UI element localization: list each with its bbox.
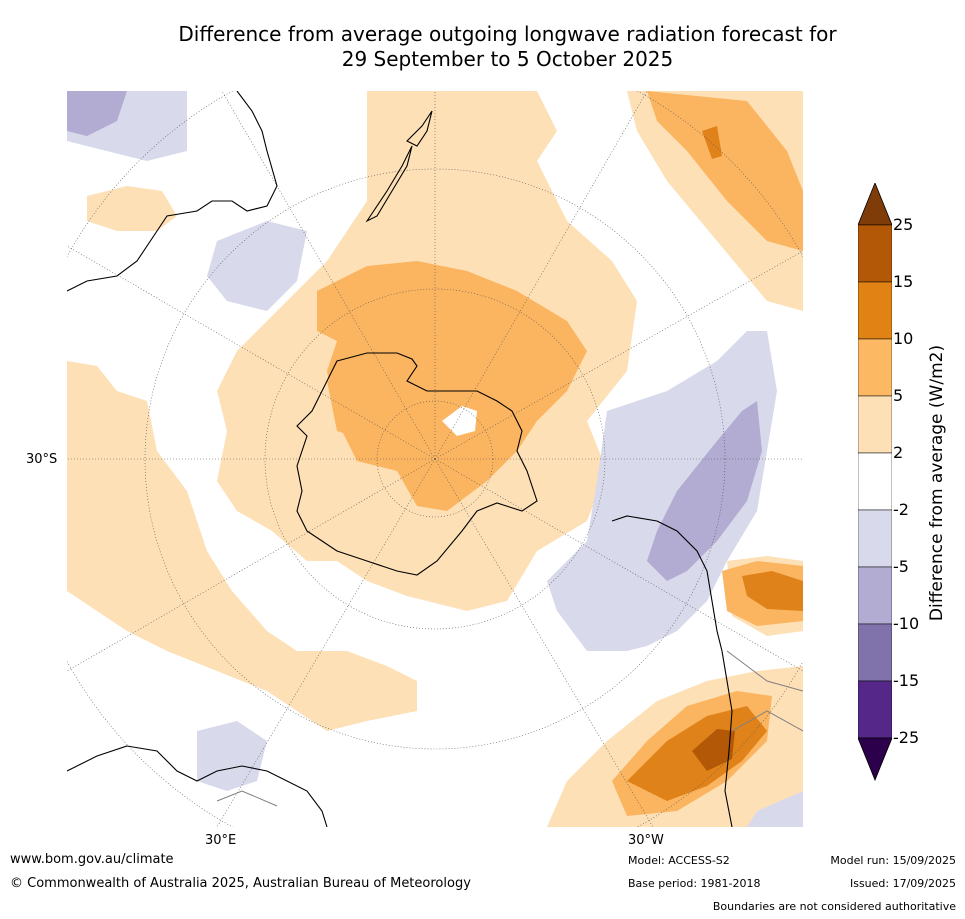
anomaly-region-pos2-west xyxy=(67,361,417,731)
colorbar-tick: 25 xyxy=(893,215,914,234)
title-line-2: 29 September to 5 October 2025 xyxy=(341,47,674,71)
country-borders xyxy=(216,650,803,807)
anomaly-region-neg5-east xyxy=(647,401,762,581)
anomaly-region-pos10-ne xyxy=(702,126,722,159)
colorbar-band-10-15 xyxy=(858,281,892,340)
africa-coast xyxy=(67,745,328,827)
colorbar-tick: -2 xyxy=(893,500,909,519)
anomaly-region-pos10-e xyxy=(742,571,803,611)
anomaly-region-neg2-se xyxy=(747,791,803,827)
anomaly-region-pos5-west-oz xyxy=(327,361,397,441)
south-america-coast xyxy=(611,515,733,827)
lon-label-30w: 30°W xyxy=(628,833,664,848)
australia-coast xyxy=(67,91,278,292)
copyright-text: © Commonwealth of Australia 2025, Austra… xyxy=(10,876,471,891)
anomaly-region-pos5-central xyxy=(317,261,587,511)
lat-label-30s: 30°S xyxy=(26,452,58,467)
colorbar-tick: -15 xyxy=(893,671,920,690)
colorbar-tick: 5 xyxy=(893,386,904,405)
colorbar-band-neg15-neg10 xyxy=(858,623,892,682)
anomaly-region-neg5-nw xyxy=(67,91,127,136)
boundaries-disclaimer: Boundaries are not considered authoritat… xyxy=(712,900,956,913)
colorbar-band-2-5 xyxy=(858,395,892,454)
colorbar-tick: 10 xyxy=(893,329,914,348)
colorbar-title: Difference from average (W/m2) xyxy=(927,344,947,622)
new-zealand-coast xyxy=(365,110,433,223)
colorbar-tick: -5 xyxy=(893,557,909,576)
anomaly-region-pos2-nw xyxy=(87,186,177,231)
colorbar-tick: 15 xyxy=(893,272,914,291)
antarctic-plateau xyxy=(442,406,477,436)
anomaly-map xyxy=(67,91,803,827)
colorbar-tick: -10 xyxy=(893,614,920,633)
map-title: Difference from average outgoing longwav… xyxy=(0,22,965,72)
issued-date: Issued: 17/09/2025 xyxy=(849,877,956,890)
colorbar-extend-bottom xyxy=(858,737,892,782)
colorbar-tick: 2 xyxy=(893,443,904,462)
model-run: Model run: 15/09/2025 xyxy=(830,854,956,867)
coastlines xyxy=(67,91,733,827)
anomaly-region-neg2-nw-2 xyxy=(207,221,307,311)
antarctica-coast xyxy=(296,352,538,576)
anomaly-region-pos5-ne xyxy=(647,91,803,251)
colorbar-tick: -25 xyxy=(893,728,920,747)
graticule xyxy=(67,91,803,827)
colorbar-band-neg10-neg5 xyxy=(858,566,892,625)
title-line-1: Difference from average outgoing longwav… xyxy=(178,22,837,46)
base-period: Base period: 1981-2018 xyxy=(628,877,761,890)
anomaly-region-neg2-sw xyxy=(197,721,267,791)
colorbar-band-15-25 xyxy=(858,224,892,283)
colorbar xyxy=(858,183,892,782)
website-link[interactable]: www.bom.gov.au/climate xyxy=(10,852,174,867)
colorbar-band-neg25-neg15 xyxy=(858,680,892,739)
colorbar-band-neg5-neg2 xyxy=(858,509,892,568)
colorbar-band-neg2-2 xyxy=(858,452,892,511)
anomaly-region-neg2-east xyxy=(547,331,777,651)
model-name: Model: ACCESS-S2 xyxy=(628,854,730,867)
colorbar-band-5-10 xyxy=(858,338,892,397)
anomaly-region-pos15-se xyxy=(692,729,735,771)
colorbar-extend-top xyxy=(858,183,892,226)
lon-label-30e: 30°E xyxy=(205,833,237,848)
